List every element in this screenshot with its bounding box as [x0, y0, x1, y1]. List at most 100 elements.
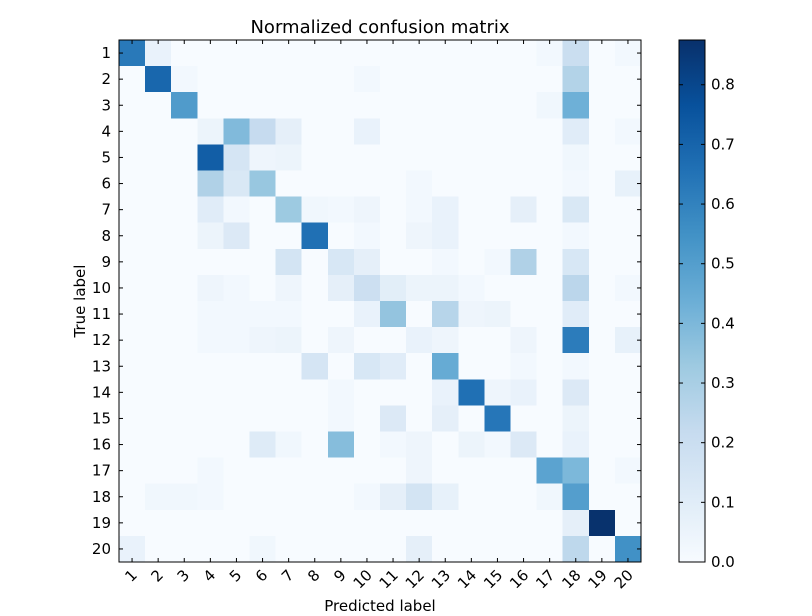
heatmap-cell — [562, 40, 590, 67]
heatmap-cell — [536, 66, 564, 93]
heatmap-cell — [223, 248, 250, 276]
heatmap-cell — [536, 92, 564, 119]
heatmap-cell — [223, 92, 250, 119]
heatmap-cell — [562, 144, 590, 171]
heatmap-cell — [484, 144, 511, 171]
heatmap-cell — [536, 118, 564, 145]
heatmap-cell — [197, 405, 224, 432]
heatmap-cell — [353, 483, 381, 511]
heatmap-cell — [536, 353, 564, 380]
colorbar-tick-label: 0.2 — [711, 434, 735, 452]
heatmap-cell — [510, 222, 538, 250]
heatmap-cell — [197, 353, 224, 380]
heatmap-cell — [432, 196, 459, 224]
heatmap-cell — [145, 66, 172, 93]
heatmap-cell — [223, 222, 250, 250]
x-tick-label: 19 — [584, 566, 610, 592]
heatmap-cell — [588, 405, 616, 432]
heatmap-cell — [301, 353, 329, 380]
heatmap-cell — [223, 405, 250, 432]
heatmap-cell — [588, 66, 616, 93]
heatmap-cell — [432, 379, 459, 406]
heatmap-cell — [484, 509, 511, 537]
heatmap-cell — [432, 327, 459, 354]
heatmap-cell — [536, 40, 564, 67]
heatmap-cell — [406, 144, 433, 171]
heatmap-cell — [171, 144, 198, 171]
heatmap-cell — [588, 327, 616, 354]
heatmap-cell — [510, 248, 538, 276]
heatmap-cell — [562, 301, 590, 328]
y-tick-label: 13 — [92, 357, 111, 375]
heatmap-cell — [145, 431, 172, 459]
heatmap-cell — [301, 170, 329, 198]
heatmap-cell — [458, 457, 485, 485]
heatmap-cell — [275, 483, 303, 511]
heatmap-cell — [275, 196, 303, 224]
heatmap-cell — [223, 274, 250, 302]
heatmap-cell — [536, 144, 564, 171]
heatmap-cell — [406, 483, 433, 511]
y-tick-label: 11 — [92, 305, 111, 323]
heatmap-cell — [353, 327, 381, 354]
heatmap-cell — [380, 327, 407, 354]
heatmap-cell — [562, 379, 590, 406]
heatmap-cell — [171, 118, 198, 145]
y-tick-label: 8 — [101, 227, 111, 245]
heatmap-cell — [249, 301, 277, 328]
heatmap-cell — [562, 92, 590, 119]
heatmap-cell — [536, 301, 564, 328]
heatmap-cell — [484, 379, 511, 406]
heatmap-cell — [223, 170, 250, 198]
heatmap-cell — [223, 40, 250, 67]
heatmap-cell — [458, 327, 485, 354]
heatmap-cell — [145, 509, 172, 537]
heatmap-cell — [275, 457, 303, 485]
heatmap-cell — [249, 170, 277, 198]
heatmap-cell — [588, 92, 616, 119]
heatmap-cell — [145, 170, 172, 198]
heatmap-cell — [588, 457, 616, 485]
colorbar-tick-label: 0.7 — [711, 135, 735, 153]
heatmap-cell — [588, 144, 616, 171]
heatmap-cell — [406, 431, 433, 459]
heatmap-cell — [119, 301, 146, 328]
heatmap-cell — [380, 40, 407, 67]
heatmap-cell — [406, 457, 433, 485]
heatmap-cell — [510, 301, 538, 328]
heatmap-cell — [432, 170, 459, 198]
heatmap-cell — [380, 92, 407, 119]
heatmap-cell — [171, 379, 198, 406]
heatmap-cell — [275, 144, 303, 171]
heatmap-cell — [432, 66, 459, 93]
heatmap-cell — [171, 301, 198, 328]
heatmap-cell — [432, 118, 459, 145]
heatmap-cell — [484, 405, 511, 432]
heatmap-cell — [380, 196, 407, 224]
heatmap-cell — [510, 353, 538, 380]
heatmap-cell — [249, 222, 277, 250]
heatmap-cell — [484, 222, 511, 250]
heatmap-cell — [588, 301, 616, 328]
heatmap-cell — [510, 405, 538, 432]
heatmap-cell — [119, 274, 146, 302]
heatmap-cell — [171, 483, 198, 511]
heatmap-cell — [275, 170, 303, 198]
y-tick-label: 15 — [92, 409, 111, 427]
heatmap-cell — [380, 274, 407, 302]
x-tick-label: 10 — [350, 566, 376, 592]
heatmap-cell — [510, 170, 538, 198]
heatmap-cell — [145, 92, 172, 119]
y-tick-label: 19 — [92, 514, 111, 532]
heatmap-cell — [562, 66, 590, 93]
heatmap-cell — [171, 457, 198, 485]
heatmap-cell — [562, 353, 590, 380]
heatmap-cell — [458, 92, 485, 119]
heatmap-cell — [536, 379, 564, 406]
heatmap-cell — [249, 118, 277, 145]
y-tick-label: 3 — [101, 96, 111, 114]
heatmap-cell — [197, 144, 224, 171]
heatmap-cell — [458, 144, 485, 171]
